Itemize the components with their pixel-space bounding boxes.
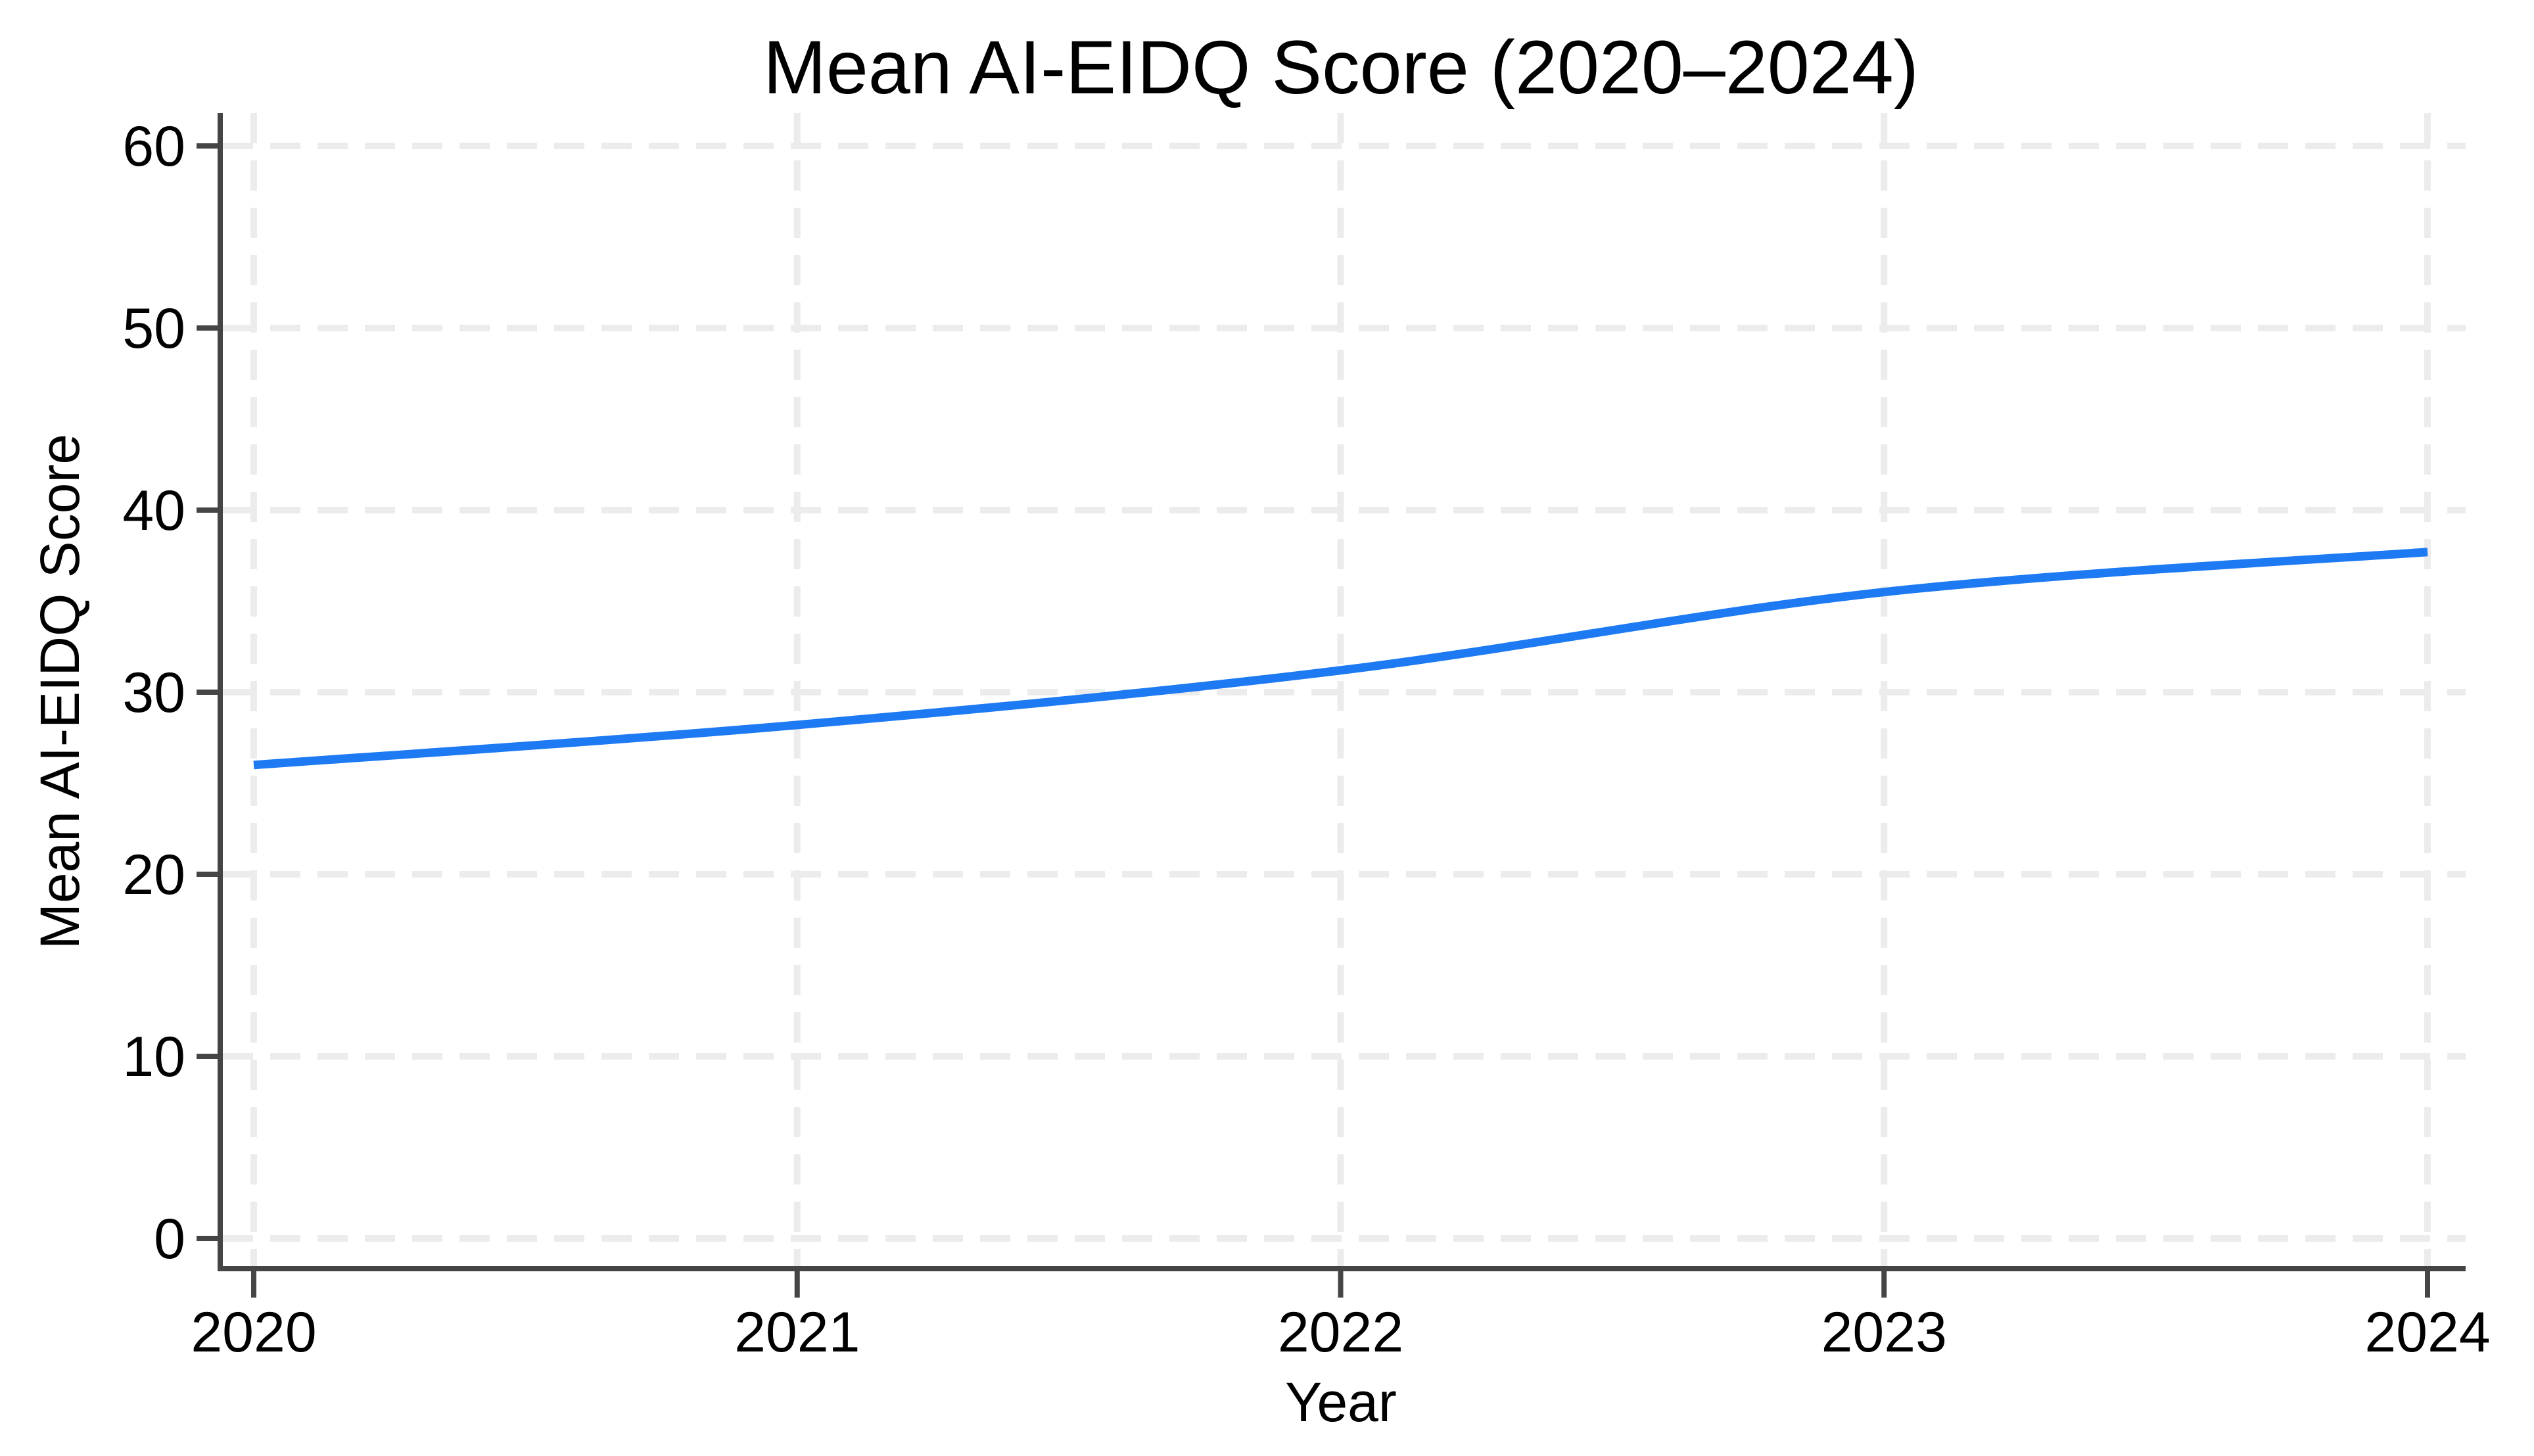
x-tick-label: 2024 <box>2364 1301 2490 1364</box>
y-tick-label: 20 <box>122 843 185 906</box>
data-line-mean-ai-eidq-score <box>253 548 2428 770</box>
x-tick-label: 2022 <box>1278 1301 1403 1364</box>
x-axis-label: Year <box>1285 1371 1397 1433</box>
y-tick-label: 30 <box>122 661 185 724</box>
y-tick-label: 60 <box>122 115 185 178</box>
y-axis-label: Mean AI-EIDQ Score <box>29 434 91 949</box>
y-tick-label: 40 <box>122 479 185 542</box>
axis-ticks <box>197 143 2430 1298</box>
x-tick-label: 2020 <box>191 1301 316 1364</box>
gridlines <box>223 113 2466 1266</box>
y-tick-label: 10 <box>122 1025 185 1089</box>
chart-title: Mean AI-EIDQ Score (2020–2024) <box>763 26 1919 110</box>
x-tick-label: 2021 <box>734 1301 860 1364</box>
x-tick-label: 2023 <box>1821 1301 1947 1364</box>
tick-labels: 0 10 20 30 40 50 60 2020 2021 2022 2023 2024 <box>122 115 2490 1364</box>
y-tick-label: 0 <box>154 1208 185 1271</box>
y-tick-label: 50 <box>122 297 185 360</box>
